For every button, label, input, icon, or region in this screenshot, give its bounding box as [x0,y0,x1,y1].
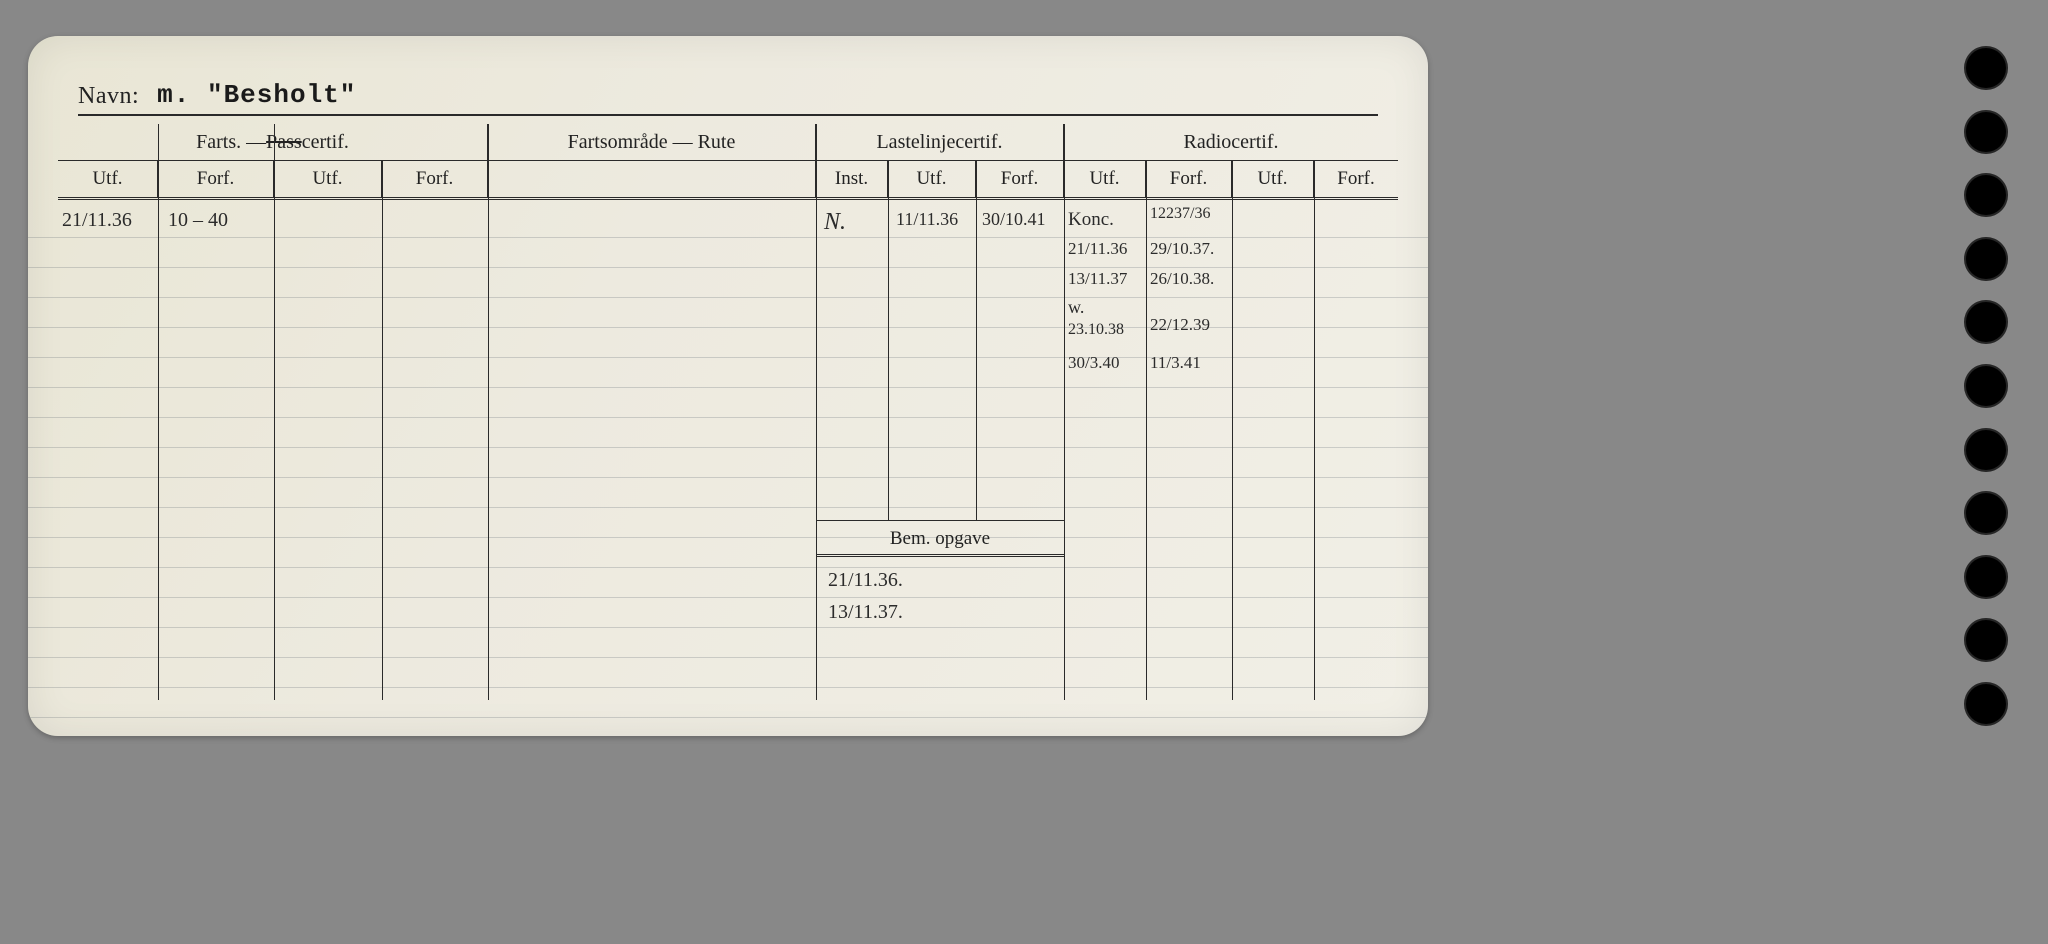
cell-r-forf1-r2: 26/10.38. [1150,269,1214,289]
navn-value: m. "Besholt" [157,80,356,110]
punch-hole [1964,173,2008,217]
punch-holes [1964,46,2008,726]
col-ll-utf: Utf. [888,161,976,197]
column-header-row: Utf. Forf. Utf. Forf. Inst. Utf. Forf. U… [58,160,1398,200]
navn-label: Navn: [78,83,139,110]
group-header-row: Farts. — Pass certif. Fartsområde — Rute… [58,124,1398,160]
cell-r-forf1-r1: 29/10.37. [1150,239,1214,259]
punch-hole [1964,46,2008,90]
cell-r-forf1-r4: 11/3.41 [1150,353,1201,373]
cell-r-utf1-r2: 13/11.37 [1068,269,1127,289]
cell-ll-inst-r0: N. [824,209,846,236]
group-radio: Radiocertif. [1064,124,1398,160]
group-farts-pass-strike: Pass [266,131,302,154]
col-ll-forf: Forf. [976,161,1064,197]
col-rute [488,161,816,197]
col-ll-inst: Inst. [816,161,888,197]
col-fp-utf2: Utf. [274,161,382,197]
col-fp-forf1: Forf. [158,161,274,197]
cell-r-utf1-r4: 30/3.40 [1068,353,1119,373]
punch-hole [1964,555,2008,599]
body-area: 21/11.36 10 – 40 N. 11/11.36 30/10.41 Ko… [58,203,1398,710]
group-farts-pass: Farts. — Pass certif. [58,124,488,160]
punch-hole [1964,491,2008,535]
col-r-utf2: Utf. [1232,161,1314,197]
punch-hole [1964,300,2008,344]
punch-hole [1964,428,2008,472]
cell-ll-utf-r0: 11/11.36 [896,209,958,230]
punch-hole [1964,618,2008,662]
col-fp-forf2: Forf. [382,161,488,197]
col-r-forf1: Forf. [1146,161,1232,197]
cell-bem-r1: 13/11.37. [828,601,903,624]
cell-fp-utf1-r0: 21/11.36 [62,209,132,232]
col-fp-utf1: Utf. [58,161,158,197]
punch-hole [1964,364,2008,408]
punch-hole [1964,110,2008,154]
punch-hole [1964,237,2008,281]
cell-bem-r0: 21/11.36. [828,569,903,592]
cell-r-utf1-r3a: w. [1068,297,1084,318]
cell-ll-forf-r0: 30/10.41 [982,209,1046,230]
group-fartsomrade: Fartsområde — Rute [488,124,816,160]
cell-r-forf1-r0: 12237/36 [1150,205,1210,223]
cell-r-utf1-r3: 23.10.38 [1068,321,1124,339]
navn-row: Navn: m. "Besholt" [78,70,1378,116]
punch-hole [1964,682,2008,726]
index-card: Navn: m. "Besholt" Farts. — Pass certif.… [28,36,1428,736]
group-farts-pass-pre: Farts. — [196,131,266,154]
cell-r-forf1-r3: 22/12.39 [1150,315,1210,335]
group-farts-pass-post: certif. [302,131,349,154]
col-r-utf1: Utf. [1064,161,1146,197]
col-r-forf2: Forf. [1314,161,1398,197]
group-lastelinje: Lastelinjecertif. [816,124,1064,160]
cell-r-utf1-r1: 21/11.36 [1068,239,1127,259]
cell-r-utf1-r0: Konc. [1068,209,1114,231]
cell-fp-forf1-r0: 10 – 40 [168,209,228,232]
